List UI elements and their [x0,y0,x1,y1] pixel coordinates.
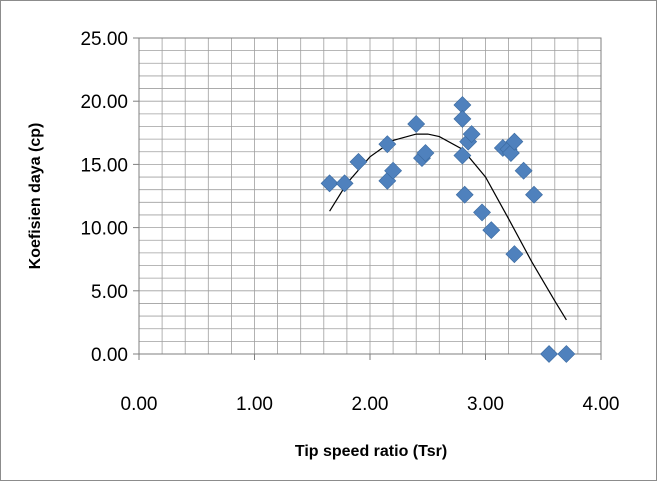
data-point [505,132,524,151]
data-point [335,174,354,193]
data-point [462,125,481,143]
data-points [320,96,576,363]
data-point [540,345,558,363]
y-tick-label: 20.00 [80,92,128,113]
y-axis-ticks: 0.00 5.00 10.00 15.00 20.00 25.00 [80,29,139,366]
data-point [349,152,368,171]
data-point [482,221,501,240]
data-point [320,174,339,193]
x-tick-label: 0.00 [121,394,158,415]
data-point [514,161,533,180]
data-point [453,109,472,128]
x-tick-label: 1.00 [236,394,273,415]
data-point [473,203,491,222]
data-point [557,345,576,363]
data-point [407,115,426,133]
y-tick-label: 0.00 [91,345,128,366]
data-point [416,144,435,162]
data-point [384,161,403,180]
data-point [378,135,397,154]
x-tick-label: 3.00 [467,394,504,415]
y-axis-title: Koefisien daya (cp) [27,123,44,270]
x-axis-title: Tip speed ratio (Tsr) [295,443,447,460]
grid [139,38,601,354]
trendline [329,133,567,321]
data-point [453,146,472,165]
data-point [525,185,543,204]
y-tick-label: 10.00 [80,219,128,240]
x-axis-ticks: 0.00 1.00 2.00 3.00 4.00 [121,354,620,415]
x-tick-label: 4.00 [583,394,620,415]
y-tick-label: 5.00 [91,282,128,303]
x-tick-label: 2.00 [352,394,389,415]
y-tick-label: 25.00 [80,29,128,50]
data-point [505,245,524,264]
y-tick-label: 15.00 [80,155,128,176]
data-point [455,185,474,204]
